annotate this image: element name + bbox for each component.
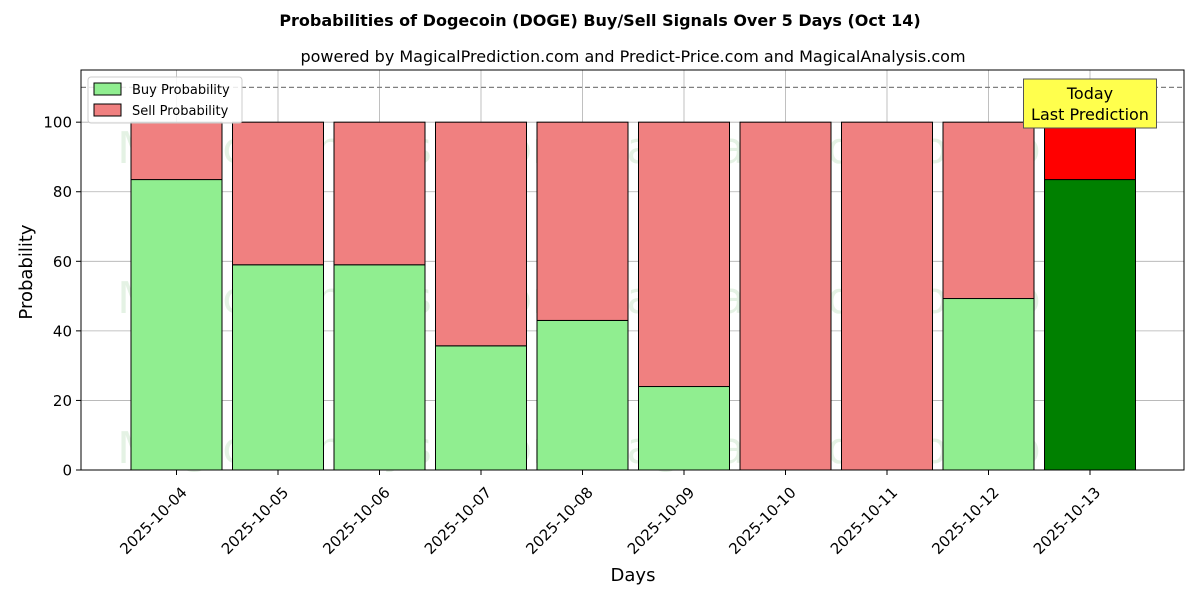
x-tick-label: 2025-10-07 <box>421 484 495 558</box>
chart-subtitle: powered by MagicalPrediction.com and Pre… <box>300 47 965 66</box>
legend-label: Sell Probability <box>132 104 229 119</box>
buy-bar <box>435 345 527 471</box>
x-tick-label: 2025-10-06 <box>319 484 393 558</box>
sell-bar <box>942 121 1035 300</box>
sell-bar <box>1044 121 1136 181</box>
y-tick-label: 60 <box>53 253 72 271</box>
y-tick-label: 0 <box>62 462 72 480</box>
legend: Buy Probability Sell Probability <box>87 76 243 124</box>
y-tick-label: 40 <box>53 322 72 340</box>
today-label: Today <box>1066 84 1113 103</box>
legend-label: Buy Probability <box>132 83 230 98</box>
sell-bar <box>841 121 933 471</box>
sell-bar <box>435 121 527 347</box>
buy-bar <box>232 264 324 471</box>
buy-bar <box>1044 179 1136 471</box>
legend-box <box>87 76 243 124</box>
x-tick-label: 2025-10-10 <box>725 484 799 558</box>
y-tick-label: 100 <box>43 114 72 132</box>
today-box <box>1023 78 1157 129</box>
buy-bar <box>130 179 223 471</box>
y-tick-label: 20 <box>53 392 72 410</box>
y-tick-label: 80 <box>53 183 72 201</box>
x-tick-label: 2025-10-11 <box>827 484 901 558</box>
buy-bar <box>333 264 426 471</box>
sell-bar <box>739 121 832 471</box>
sell-bar <box>638 121 730 388</box>
sell-bar <box>536 121 629 321</box>
x-tick-label: 2025-10-08 <box>522 484 596 558</box>
buy-bar <box>942 298 1035 471</box>
today-annotation: Today Last Prediction <box>1023 78 1157 129</box>
chart-title: Probabilities of Dogecoin (DOGE) Buy/Sel… <box>279 11 920 30</box>
x-tick-label: 2025-10-05 <box>218 484 292 558</box>
x-tick-label: 2025-10-12 <box>928 484 1002 558</box>
last-prediction-label: Last Prediction <box>1031 105 1149 124</box>
bar-layer <box>130 121 1136 471</box>
buy-bar <box>638 386 730 471</box>
plot-frame <box>80 69 1185 471</box>
sell-bar <box>232 121 324 266</box>
sell-bar <box>333 121 426 266</box>
x-tick-label: 2025-10-04 <box>116 484 190 558</box>
x-tick-label: 2025-10-09 <box>624 484 698 558</box>
buy-bar <box>536 319 629 471</box>
legend-swatch <box>93 103 122 117</box>
legend-swatch <box>93 82 122 96</box>
x-axis-label: Days <box>611 565 656 586</box>
x-tick-label: 2025-10-13 <box>1030 484 1104 558</box>
y-axis-label: Probability <box>16 224 37 319</box>
sell-bar <box>130 121 223 181</box>
